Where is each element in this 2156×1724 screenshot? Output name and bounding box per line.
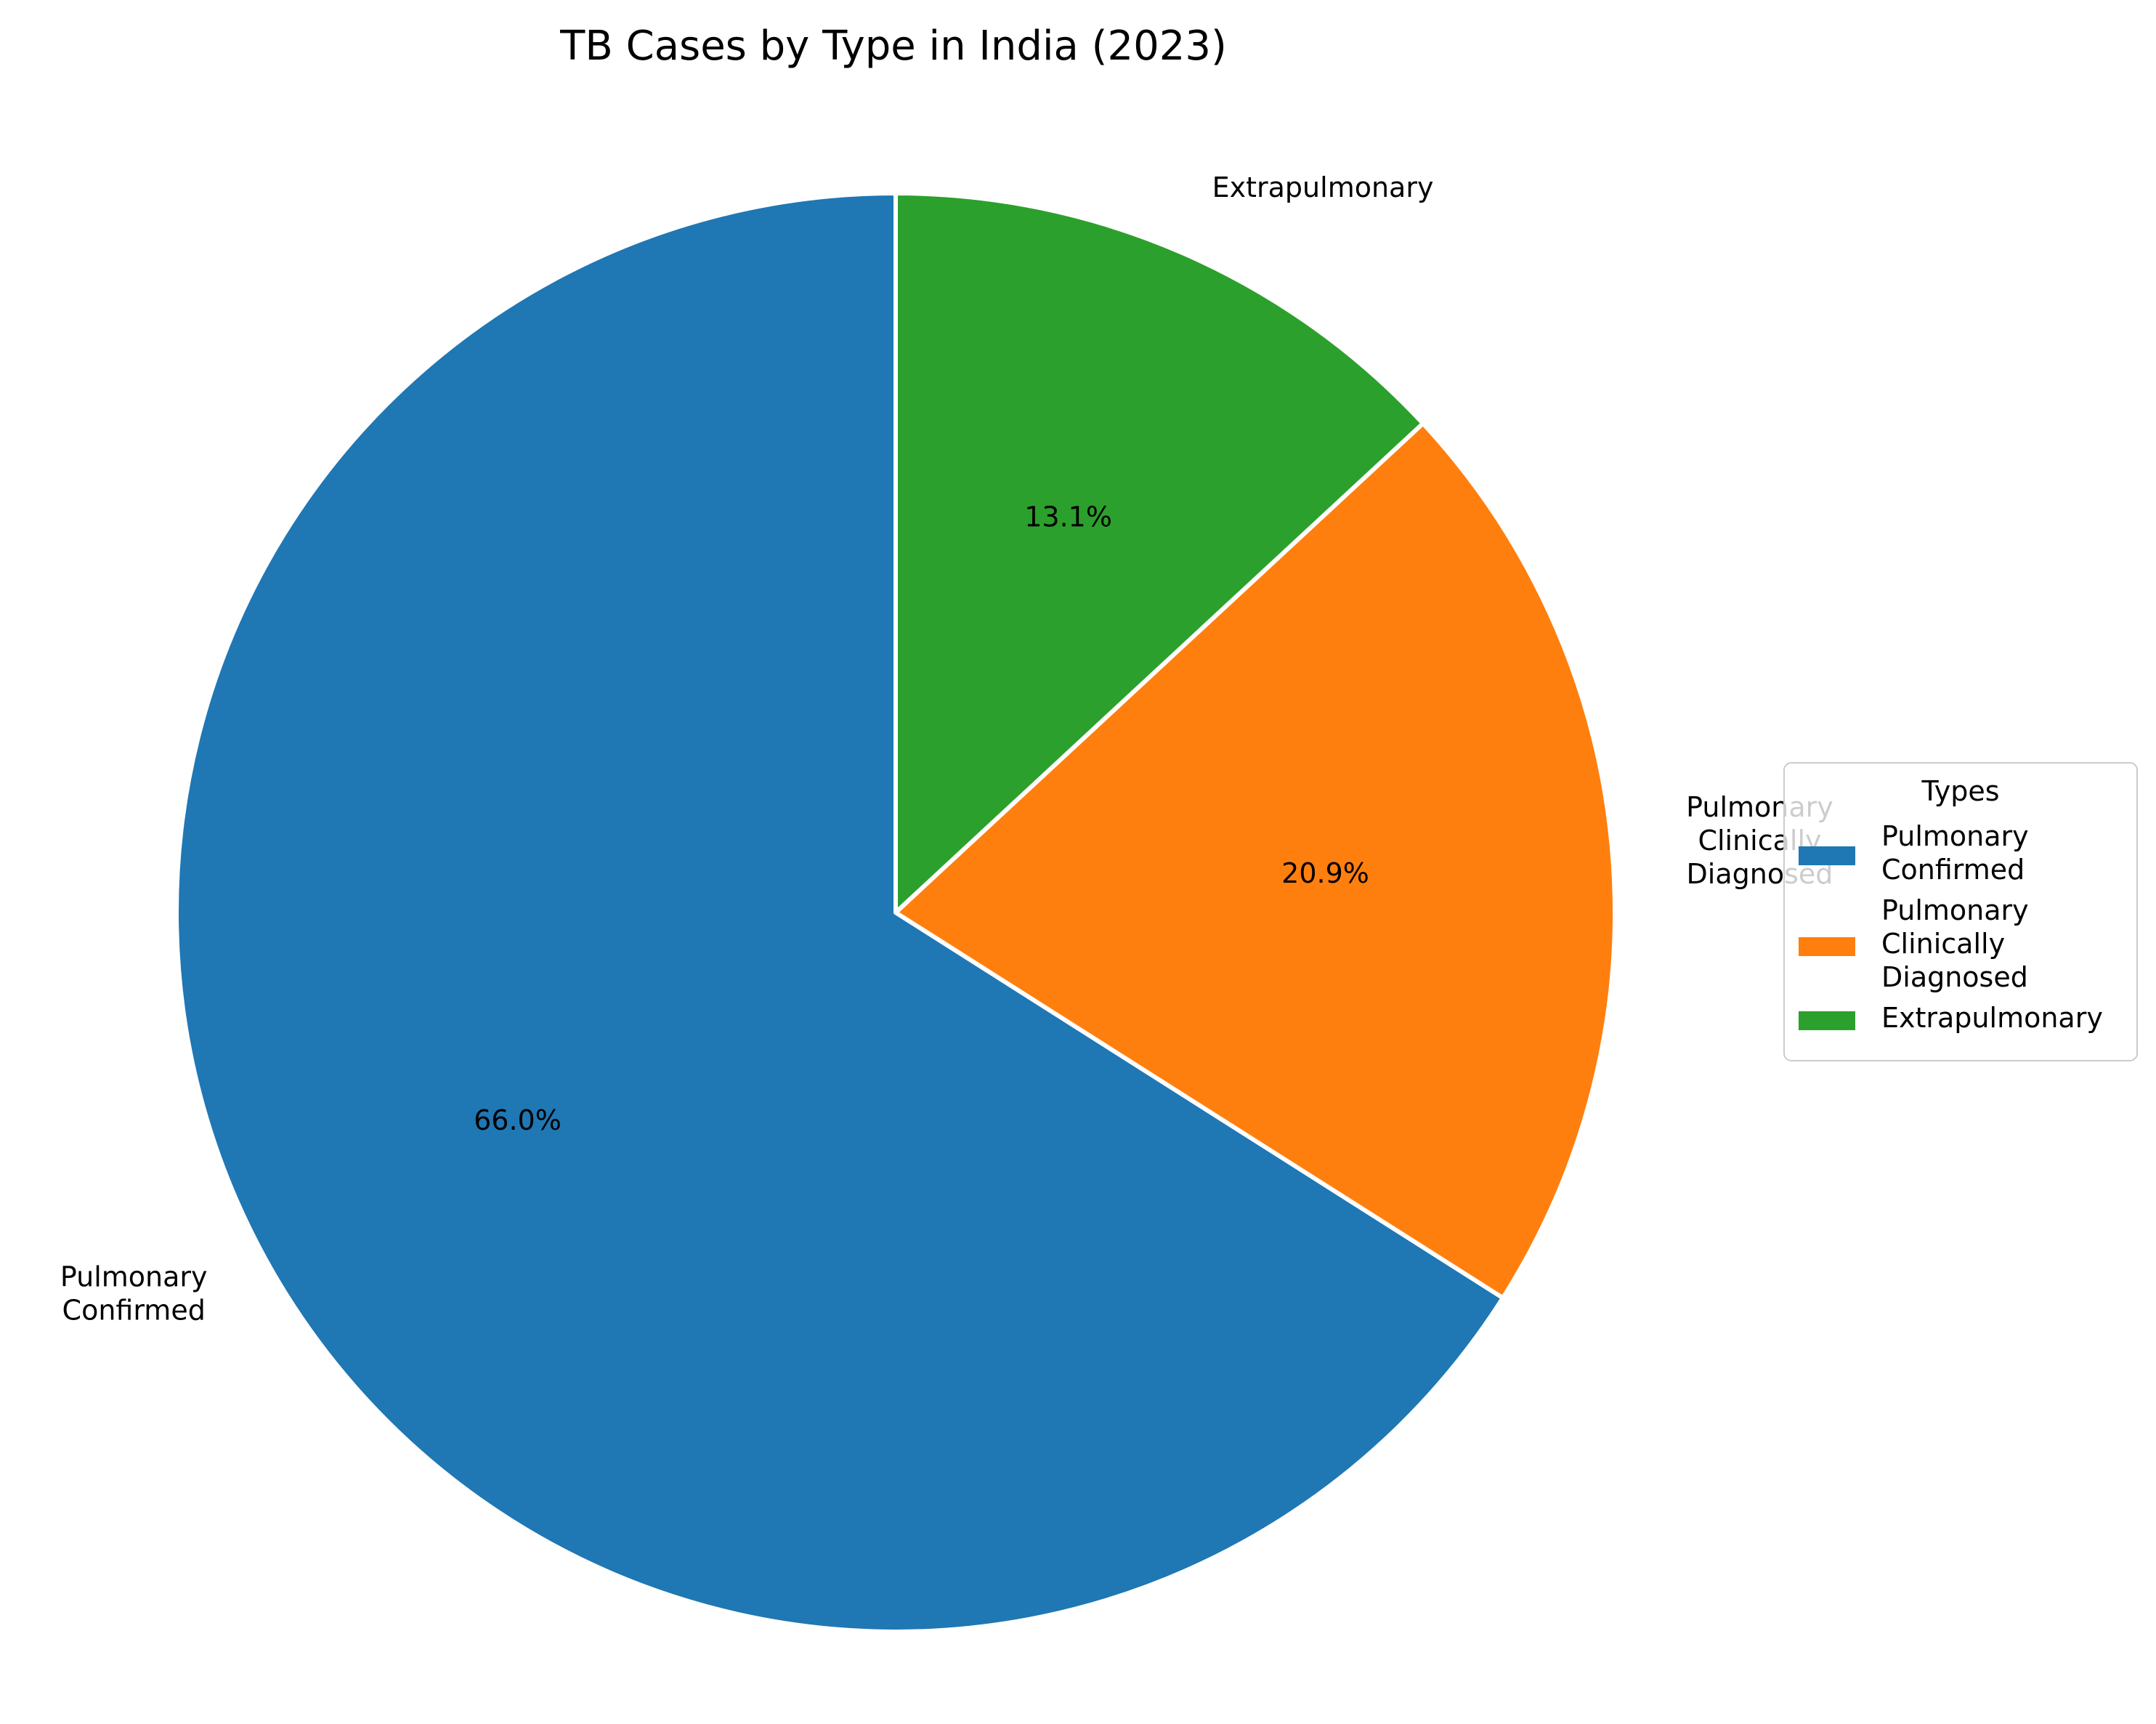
legend-swatch-pulmonary-clinically-diagnosed	[1799, 937, 1855, 956]
legend-label-pulmonary-confirmed: Pulmonary Confirmed	[1881, 820, 2029, 886]
pie-percent-label-pulmonary-confirmed: 66.0%	[474, 1104, 562, 1136]
pie-percent-label-extrapulmonary: 13.1%	[1024, 501, 1112, 533]
legend: Types Pulmonary Confirmed Pulmonary Clinica…	[1783, 762, 2138, 1061]
pie-percent-labels: 66.0% 20.9% 13.1%	[474, 501, 1369, 1137]
pie-slice-extrapulmonary	[893, 191, 1425, 915]
chart-title: TB Cases by Type in India (2023)	[559, 23, 1227, 70]
legend-entries: Pulmonary Confirmed Pulmonary Clinically Dia…	[1799, 820, 2103, 1034]
legend-title: Types	[1921, 775, 1999, 807]
pie-slice-pulmonary-confirmed	[174, 191, 1505, 1634]
pie-slice-pulmonary-clinically-diagnosed	[893, 421, 1617, 1300]
pie-percent-label-pulmonary-clinically-diagnosed: 20.9%	[1281, 857, 1369, 889]
pie-slices	[174, 191, 1617, 1634]
legend-box	[1783, 762, 2138, 1061]
legend-label-extrapulmonary: Extrapulmonary	[1881, 1002, 2103, 1034]
pie-category-label-extrapulmonary: Extrapulmonary	[1212, 171, 1434, 203]
legend-swatch-pulmonary-confirmed	[1799, 846, 1855, 865]
legend-swatch-extrapulmonary	[1799, 1011, 1855, 1030]
pie-category-label-pulmonary-confirmed: Pulmonary Confirmed	[60, 1261, 208, 1327]
legend-label-pulmonary-clinically-diagnosed: Pulmonary Clinically Diagnosed	[1881, 894, 2029, 993]
